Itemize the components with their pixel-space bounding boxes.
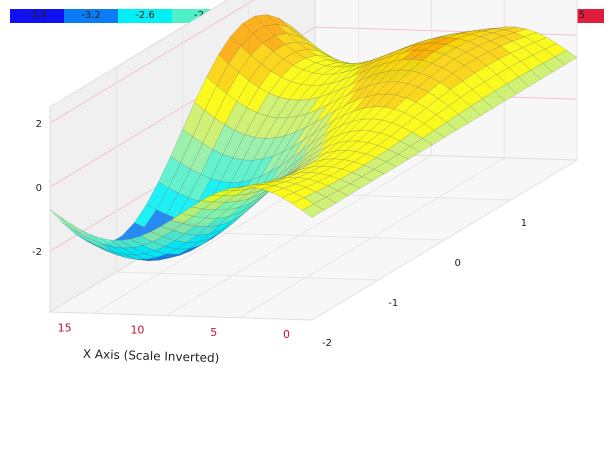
surface-cell (168, 162, 191, 194)
surface-cell (409, 138, 433, 153)
surface-cell (333, 150, 357, 160)
surface-cell (150, 226, 174, 237)
surface-cell (530, 63, 554, 80)
x-tick-label: 0 (283, 328, 290, 341)
surface-cell (182, 102, 205, 138)
z-tick-label: 1 (521, 218, 527, 229)
y-tick-label: -2 (32, 247, 42, 258)
surface-cell (433, 121, 457, 138)
surface-cell (289, 166, 312, 176)
legend-entry: -3.2 (64, 9, 118, 23)
surface-cell (160, 219, 184, 231)
surface-cell (449, 80, 473, 98)
surface-cell (305, 104, 329, 128)
surface-cell (126, 257, 149, 261)
surface-cell (351, 62, 374, 77)
surface-cell (399, 59, 423, 71)
surface-cell (133, 204, 157, 228)
x-gridline (238, 0, 505, 319)
x-tick-label: 10 (130, 324, 144, 337)
surface-cell (82, 234, 105, 249)
surface-cell (265, 177, 288, 183)
surface-cell (260, 185, 285, 193)
surface-cell (188, 174, 212, 202)
y-gridline (49, 0, 255, 124)
y-tick-label: 0 (36, 183, 42, 194)
surface-cell (365, 145, 389, 158)
surface-cell (241, 184, 264, 188)
x-gridline (166, 0, 432, 316)
surface-cell (361, 169, 385, 182)
surface-cell (494, 83, 518, 102)
surface-cell (184, 225, 208, 236)
surface-cell (214, 93, 238, 126)
surface-mesh (49, 14, 578, 261)
surface-cell (166, 192, 189, 219)
surface-cell (218, 35, 242, 65)
surface-cell (397, 146, 421, 160)
surface-cell (220, 157, 244, 183)
surface-cell (180, 206, 204, 217)
surface-cell (239, 193, 262, 208)
surface-cell (373, 161, 397, 175)
x-axis-title: X Axis (Scale Inverted) (83, 347, 220, 365)
z-tick-label: -2 (322, 338, 332, 349)
surface-cell (295, 178, 319, 188)
surface-cell (211, 190, 234, 196)
surface-cell (140, 231, 164, 242)
surface-cell (131, 245, 156, 254)
x-tick-label: 15 (58, 321, 72, 334)
surface-cell (435, 105, 459, 123)
surface-cell (446, 113, 470, 131)
surface-cell (337, 183, 361, 196)
surface-cell (313, 196, 337, 211)
surface-cell (301, 203, 325, 218)
surface-cell (438, 33, 461, 39)
surface-cell (188, 238, 212, 250)
surface-cell (403, 101, 427, 118)
surface-cell (455, 41, 479, 53)
surface-cell (59, 216, 83, 235)
z-gridline (115, 67, 379, 281)
legend-entry: -2.6 (118, 9, 172, 23)
surface-cell (367, 70, 391, 87)
surface-cell (237, 190, 260, 202)
surface-cell (236, 80, 260, 109)
surface-cell (221, 186, 244, 192)
surface-cell (299, 165, 322, 173)
surface-cell (542, 56, 566, 73)
surface-cell (109, 239, 134, 249)
surface-cell (470, 98, 494, 117)
surface-cell (307, 138, 330, 158)
z-tick-label: 0 (455, 258, 461, 269)
surface-cell (286, 33, 310, 45)
surface-cell (417, 76, 441, 93)
surface-cell (170, 213, 194, 224)
x-gridline (311, 0, 578, 321)
surface-cell (419, 62, 443, 78)
surface-cell (129, 235, 154, 246)
y-tick-label: 2 (36, 119, 42, 130)
surface-cell (242, 15, 266, 34)
z-tick-label: -1 (388, 298, 398, 309)
legend-entry: -3.9 (10, 9, 64, 23)
x-tick-label: 5 (210, 326, 217, 339)
surface-cell (278, 17, 302, 35)
surface-cell (506, 76, 530, 95)
surface-cell (504, 26, 527, 33)
surface-cell (200, 195, 225, 203)
